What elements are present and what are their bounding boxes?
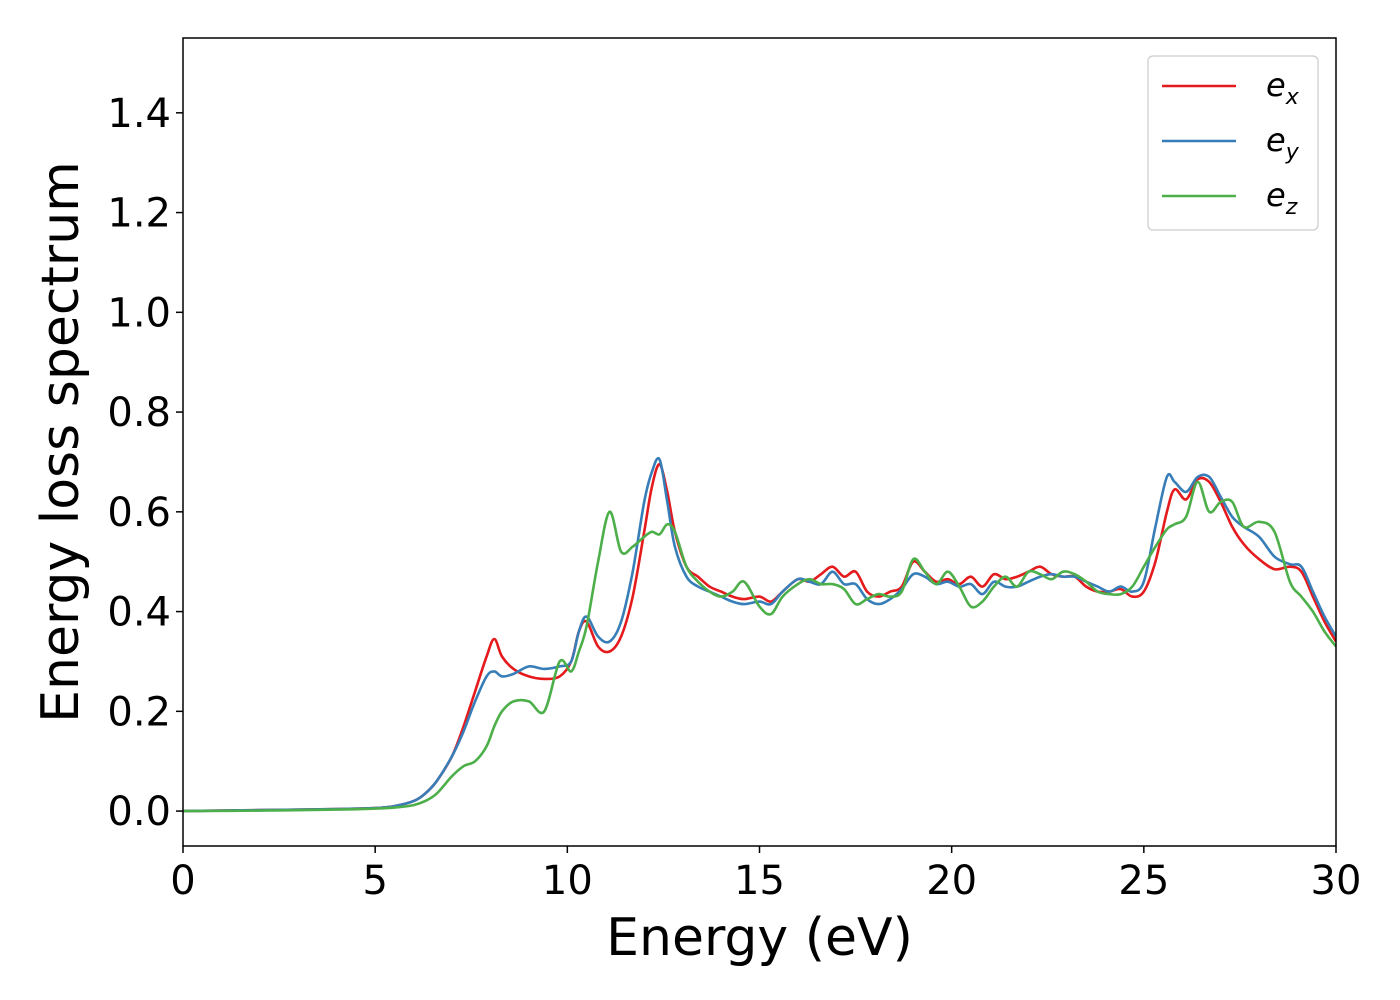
y-tick-label: 1.4	[107, 91, 171, 137]
x-tick-label: 10	[542, 858, 593, 904]
series-line-x	[183, 463, 1336, 813]
y-tick-label: 1.2	[107, 191, 171, 237]
x-tick-label: 5	[362, 858, 387, 904]
y-tick-label: 0.4	[107, 590, 171, 636]
y-axis-ticks: 0.0 0.2 0.4 0.6 0.8 1.0 1.2 1.4	[107, 91, 183, 835]
x-tick-label: 0	[170, 858, 195, 904]
legend-box	[1147, 55, 1319, 231]
x-tick-label: 15	[734, 858, 785, 904]
y-tick-label: 1.0	[107, 290, 171, 336]
y-tick-label: 0.2	[107, 689, 171, 735]
x-axis-label: Energy (eV)	[606, 908, 913, 968]
y-tick-label: 0.8	[107, 390, 171, 436]
x-tick-label: 25	[1118, 858, 1169, 904]
y-axis-label: Energy loss spectrum	[31, 161, 91, 723]
series-line-z	[183, 480, 1336, 813]
y-tick-label: 0.0	[107, 789, 171, 835]
y-tick-label: 0.6	[107, 490, 171, 536]
series-layer	[183, 457, 1336, 813]
series-line-y	[183, 457, 1336, 813]
x-tick-label: 30	[1311, 858, 1362, 904]
x-axis-ticks: 0 5 10 15 20 25 30	[170, 846, 1361, 904]
x-tick-label: 20	[926, 858, 977, 904]
